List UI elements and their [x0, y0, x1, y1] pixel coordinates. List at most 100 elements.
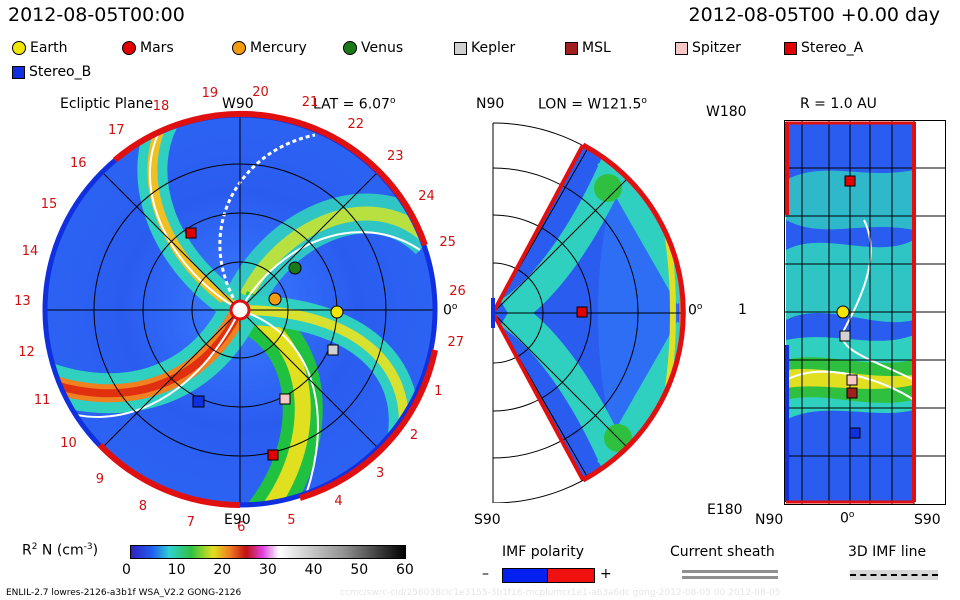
colorbar-tick-label: 10 — [167, 562, 186, 578]
legend-label: Spitzer — [692, 40, 741, 56]
mars-marker-icon — [122, 41, 136, 55]
ecliptic-hour-label: 25 — [439, 234, 456, 250]
venus-marker — [288, 261, 302, 275]
ecliptic-title: Ecliptic Plane — [60, 96, 154, 112]
imf-polarity-title: IMF polarity — [502, 544, 585, 560]
colorbar-label-rest: N (cm — [37, 542, 84, 559]
ecliptic-hour-label: 15 — [40, 197, 58, 213]
imf-negative-bar — [502, 568, 549, 583]
ecliptic-hour-label: 7 — [186, 515, 195, 531]
ecliptic-hour-label: 12 — [18, 344, 35, 360]
radial-spitzer-marker — [846, 374, 858, 386]
ecliptic-hour-label: 1 — [434, 383, 443, 399]
zero-deg-value: 0 — [688, 302, 697, 319]
ecliptic-bottom-label: E90 — [224, 512, 251, 528]
meridional-plane-panel — [491, 122, 686, 503]
ecliptic-hour-label: 23 — [387, 148, 404, 164]
ecliptic-hour-label: 20 — [252, 84, 269, 100]
colorbar-tick-label: 0 — [122, 562, 131, 578]
radial-panel — [784, 120, 946, 505]
radial-bottom-left: E180 — [707, 502, 743, 518]
legend-spitzer: Spitzer — [675, 40, 741, 56]
ecliptic-hour-label: 21 — [301, 95, 319, 111]
radial-stereo-a-marker — [844, 175, 856, 187]
legend-label: Mars — [140, 40, 174, 56]
radial-r-label: R = 1.0 AU — [800, 96, 877, 112]
stereo-a-marker — [185, 227, 197, 239]
legend-mercury: Mercury — [232, 40, 307, 56]
imf-line-dash — [850, 574, 938, 576]
legend-msl: MSL — [565, 40, 611, 56]
stereo-b-marker-icon — [12, 65, 25, 79]
ecliptic-hour-label: 18 — [152, 98, 170, 114]
earth-marker — [330, 305, 344, 319]
start-datetime: 2012-08-05T00:00 — [8, 4, 185, 26]
ecliptic-hour-label: 24 — [418, 188, 435, 204]
colorbar-tick-label: 60 — [396, 562, 414, 578]
legend-mars: Mars — [122, 40, 174, 56]
colorbar-label-close: ) — [92, 542, 99, 559]
mercury-marker — [268, 292, 282, 306]
radial-top-left: W180 — [706, 104, 747, 120]
ecliptic-hour-label: 19 — [201, 86, 219, 102]
radial-msl-marker — [846, 387, 858, 399]
imf-plus: + — [600, 566, 612, 582]
colorbar-label-exp: 2 — [31, 542, 38, 552]
meridional-bottom-left: S90 — [474, 512, 501, 528]
imf-minus: – — [482, 566, 489, 582]
legend-stereo-a: Stereo_A — [784, 40, 863, 56]
lon-value: LON = W121.5 — [538, 96, 642, 113]
ecliptic-hour-label: 6 — [237, 519, 246, 535]
current-sheath-line-2 — [682, 576, 778, 579]
stereo-b-marker — [192, 395, 205, 408]
lat-degree: o — [389, 96, 396, 106]
meridional-top-left: N90 — [476, 96, 505, 112]
current-sheath-line-1 — [682, 570, 778, 573]
ecliptic-hour-label: 4 — [334, 494, 343, 510]
colorbar-tick-label: 30 — [259, 562, 277, 578]
zero-deg-value: 0 — [443, 302, 452, 319]
ecliptic-hour-label: 11 — [33, 392, 51, 408]
legend-label: Kepler — [471, 40, 516, 56]
legend-label: Stereo_A — [801, 40, 864, 56]
watermark: ccmc/swrc-cid/256038clc1e3155-3b1f16-mcp… — [340, 588, 781, 598]
radial-bottom-zero: 0o — [840, 510, 854, 527]
ecliptic-top-label: W90 — [222, 96, 254, 112]
colorbar-label-unit-exp: -3 — [83, 542, 93, 552]
colorbar-label-r: R — [22, 542, 32, 559]
radial-earth-marker — [836, 305, 850, 319]
colorbar-label: R2 N (cm-3) — [22, 542, 98, 559]
ecliptic-hour-label: 27 — [447, 334, 465, 350]
current-datetime: 2012-08-05T00 +0.00 day — [688, 4, 940, 26]
zero-deg-sup: o — [451, 302, 458, 312]
earth-marker-icon — [12, 41, 26, 55]
radial-stereo-b-marker — [849, 427, 861, 439]
legend-label: MSL — [582, 40, 611, 56]
colorbar-tick-label: 40 — [304, 562, 323, 578]
ecliptic-right-label: 0o — [443, 302, 457, 319]
spitzer-marker — [279, 393, 291, 405]
ecliptic-lat-label: LAT = 6.07o — [313, 96, 395, 113]
mercury-marker-icon — [232, 41, 246, 55]
colorbar-tick-label: 50 — [350, 562, 369, 578]
ecliptic-hour-label: 22 — [347, 117, 365, 133]
sun-icon — [229, 299, 251, 321]
kepler-marker — [327, 344, 339, 356]
legend-label: Venus — [361, 40, 404, 56]
ecliptic-hour-label: 26 — [449, 284, 466, 300]
legend-kepler: Kepler — [454, 40, 515, 56]
ecliptic-hour-label: 10 — [60, 436, 77, 452]
ecliptic-hour-label: 5 — [287, 512, 296, 528]
ecliptic-hour-label: 17 — [108, 122, 125, 138]
radial-mid-left: 1 — [738, 302, 747, 318]
ecliptic-hour-label: 14 — [21, 244, 39, 260]
legend-stereo-b: Stereo_B — [12, 64, 91, 80]
imf-line-title: 3D IMF line — [848, 544, 927, 560]
msl-marker-icon — [565, 41, 578, 55]
zero-deg-sup: o — [848, 510, 855, 520]
legend-label: Earth — [30, 40, 68, 56]
mars-marker — [267, 449, 279, 461]
ecliptic-hour-label: 16 — [69, 156, 87, 172]
radial-bottom-n: N90 — [755, 512, 784, 528]
zero-deg-sup: o — [696, 302, 703, 312]
